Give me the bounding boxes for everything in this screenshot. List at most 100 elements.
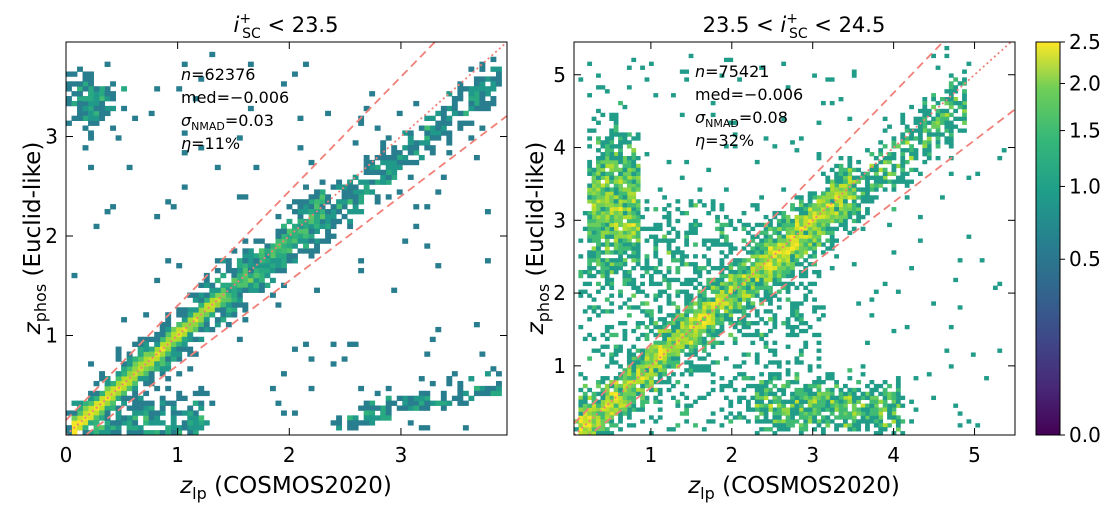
heatmap-cell bbox=[308, 204, 315, 210]
heatmap-cell bbox=[807, 411, 813, 416]
heatmap-cell bbox=[829, 387, 835, 393]
heatmap-cell bbox=[834, 379, 839, 385]
heatmap-cell bbox=[812, 234, 817, 239]
heatmap-cell bbox=[917, 124, 923, 129]
heatmap-cell bbox=[750, 238, 756, 243]
heatmap-cell bbox=[587, 317, 593, 322]
heatmap-cell bbox=[648, 226, 654, 232]
heatmap-cell bbox=[247, 282, 254, 289]
heatmap-cell bbox=[688, 293, 694, 298]
heatmap-cell bbox=[785, 332, 791, 338]
right-stat-eta: η=32% bbox=[695, 131, 754, 150]
heatmap-cell bbox=[750, 266, 756, 271]
heatmap-cell bbox=[710, 199, 716, 204]
heatmap-cell bbox=[648, 61, 654, 66]
heatmap-cell bbox=[719, 407, 725, 412]
heatmap-cell bbox=[132, 385, 139, 392]
heatmap-cell bbox=[396, 395, 403, 402]
heatmap-cell bbox=[626, 348, 632, 353]
heatmap-cell bbox=[723, 289, 729, 294]
heatmap-cell bbox=[798, 203, 804, 208]
colorbar-tick-label: 0.5 bbox=[1069, 247, 1101, 271]
heatmap-cell bbox=[662, 234, 668, 239]
heatmap-cell bbox=[644, 379, 650, 385]
heatmap-cell bbox=[662, 289, 668, 294]
heatmap-cell bbox=[591, 391, 597, 397]
heatmap-cell bbox=[657, 238, 663, 243]
heatmap-cell bbox=[772, 317, 778, 322]
heatmap-cell bbox=[838, 407, 844, 412]
heatmap-cell bbox=[666, 352, 672, 357]
right-reference-lines bbox=[574, 42, 1015, 435]
heatmap-cell bbox=[829, 179, 835, 184]
heatmap-cell bbox=[763, 411, 769, 416]
heatmap-cell bbox=[418, 376, 425, 382]
heatmap-cell bbox=[895, 163, 901, 169]
heatmap-cell bbox=[330, 223, 337, 230]
heatmap-cell bbox=[723, 57, 729, 63]
heatmap-cell bbox=[754, 403, 760, 408]
heatmap-cell bbox=[754, 391, 760, 397]
heatmap-cell bbox=[838, 218, 844, 224]
heatmap-cell bbox=[609, 167, 615, 173]
heatmap-cell bbox=[825, 77, 831, 82]
heatmap-cell bbox=[816, 376, 822, 381]
heatmap-cell bbox=[873, 163, 879, 169]
heatmap-cell bbox=[99, 91, 105, 97]
heatmap-cell bbox=[754, 269, 760, 275]
heatmap-cell bbox=[104, 86, 111, 92]
heatmap-cell bbox=[847, 368, 853, 373]
heatmap-cell bbox=[648, 317, 654, 322]
heatmap-cell bbox=[675, 399, 681, 404]
heatmap-cell bbox=[679, 340, 685, 346]
heatmap-cell bbox=[710, 301, 716, 306]
heatmap-cell bbox=[666, 230, 672, 235]
heatmap-cell bbox=[816, 340, 822, 346]
heatmap-cell bbox=[948, 136, 954, 141]
heatmap-cell bbox=[719, 297, 725, 302]
heatmap-cell bbox=[626, 183, 632, 188]
heatmap-cell bbox=[922, 159, 928, 165]
heatmap-cell bbox=[887, 152, 892, 157]
heatmap-cell bbox=[812, 214, 817, 220]
heatmap-cell bbox=[790, 234, 795, 239]
heatmap-cell bbox=[684, 336, 690, 342]
heatmap-cell bbox=[922, 100, 928, 106]
heatmap-cell bbox=[745, 289, 751, 294]
heatmap-cell bbox=[220, 302, 227, 308]
heatmap-cell bbox=[137, 400, 144, 406]
heatmap-cell bbox=[591, 195, 597, 200]
heatmap-cell bbox=[728, 222, 734, 228]
heatmap-cell bbox=[352, 420, 359, 426]
heatmap-cell bbox=[609, 269, 615, 275]
heatmap-cell bbox=[154, 331, 161, 338]
heatmap-cell bbox=[962, 108, 967, 114]
heatmap-cell bbox=[794, 195, 800, 200]
y-tick-label: 3 bbox=[45, 125, 58, 149]
heatmap-cell bbox=[648, 266, 654, 271]
heatmap-cell bbox=[631, 344, 637, 349]
heatmap-cell bbox=[776, 289, 782, 294]
heatmap-cell bbox=[878, 152, 884, 157]
left-reference-lines bbox=[66, 42, 507, 435]
heatmap-cell bbox=[653, 234, 659, 239]
heatmap-cell bbox=[596, 411, 601, 416]
heatmap-cell bbox=[759, 266, 765, 271]
heatmap-cell bbox=[424, 135, 431, 141]
heatmap-cell bbox=[587, 218, 593, 224]
heatmap-cell bbox=[82, 125, 89, 131]
heatmap-cell bbox=[622, 136, 628, 141]
heatmap-cell bbox=[176, 336, 183, 343]
heatmap-cell bbox=[776, 250, 782, 255]
heatmap-cell bbox=[843, 175, 848, 180]
heatmap-cell bbox=[170, 425, 177, 431]
heatmap-cell bbox=[693, 321, 698, 326]
heatmap-cell bbox=[587, 423, 593, 428]
heatmap-cell bbox=[812, 399, 817, 404]
heatmap-cell bbox=[887, 222, 892, 228]
heatmap-cell bbox=[807, 419, 813, 424]
heatmap-cell bbox=[82, 100, 89, 107]
heatmap-cell bbox=[626, 305, 632, 310]
heatmap-cell bbox=[882, 403, 888, 408]
heatmap-cell bbox=[710, 305, 716, 310]
